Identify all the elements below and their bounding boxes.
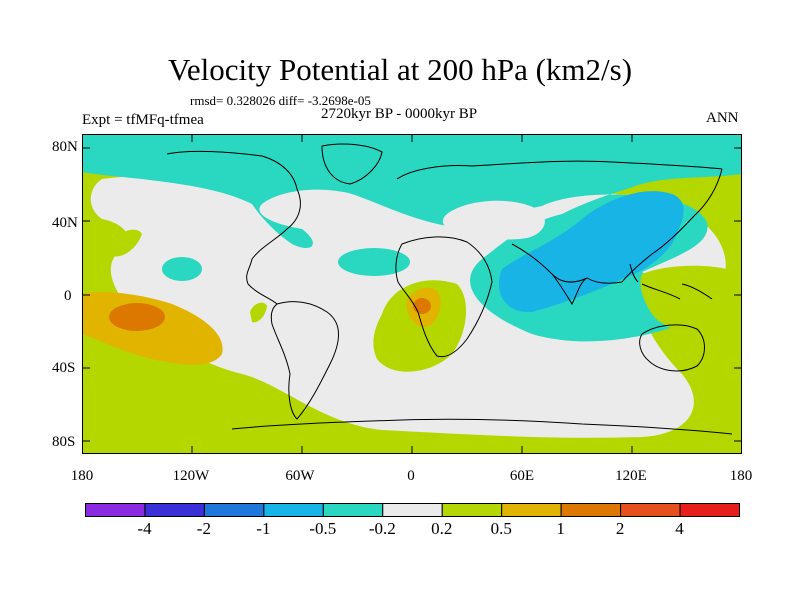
coastlines (166, 143, 733, 435)
map-title: Velocity Potential at 200 hPa (km2/s) (167, 52, 633, 87)
colorbar-box (263, 503, 324, 517)
map-frame (82, 134, 742, 454)
coast-south-america (270, 301, 340, 420)
field-lime-east-pacific (110, 229, 142, 257)
experiment-label: Expt = tfMFq-tfmea (82, 112, 204, 128)
field-teal-atlantic-blob (338, 248, 410, 276)
season-label: ANN (706, 110, 739, 126)
stats-line: rmsd= 0.328026 diff= -3.2698e-05 (190, 93, 371, 108)
coast-greenland (321, 143, 383, 185)
colorbar-box (85, 503, 146, 517)
colorbar-label: -0.2 (368, 519, 396, 538)
coast-antarctica (231, 418, 733, 435)
colorbar-box (679, 503, 740, 517)
lon-label-180e: 180 (729, 468, 753, 484)
colorbar (85, 503, 740, 517)
field-neutral-europe (442, 200, 545, 240)
colorbar-label: -0.5 (309, 519, 337, 538)
field-lime-caribbean (250, 302, 267, 323)
colorbar-box (382, 503, 443, 517)
colorbar-label: 0.2 (431, 519, 453, 538)
lat-label-80n: 80N (52, 139, 78, 155)
colorbar-label: -2 (196, 519, 211, 538)
field-dark-orange-africa (413, 298, 431, 314)
lon-label-180w: 180 (70, 468, 94, 484)
lat-label-80s: 80S (52, 434, 76, 450)
colorbar-box (322, 503, 384, 517)
colorbar-box (501, 503, 562, 517)
lat-label-40n: 40N (52, 215, 78, 231)
colorbar-label: 4 (675, 519, 684, 538)
colorbar-label: 2 (615, 519, 625, 538)
colorbar-label: 1 (556, 519, 565, 538)
lon-label-0: 0 (407, 468, 415, 484)
coast-north-america (166, 150, 301, 305)
colorbar-label: -4 (137, 519, 152, 538)
period-label: 2720kyr BP - 0000kyr BP (321, 106, 478, 122)
colorbar-box (144, 503, 205, 517)
colorbar-label: -1 (256, 519, 271, 538)
colorbar-box (203, 503, 265, 517)
contour-fields (82, 134, 742, 454)
coast-eurasia (396, 160, 723, 284)
field-cyan-asia (498, 191, 684, 313)
field-dark-orange-pacific (109, 303, 165, 331)
colorbar-label: 0.5 (490, 519, 512, 538)
axis-ticks (82, 134, 742, 454)
field-teal-pacific-blob (162, 257, 202, 281)
lon-label-120e: 120E (615, 468, 647, 484)
coast-africa (395, 236, 493, 358)
coast-india (551, 273, 588, 306)
lat-label-40s: 40S (52, 360, 76, 376)
lat-label-eq: 0 (64, 288, 72, 304)
coast-islands (629, 263, 713, 300)
map-panel (82, 134, 742, 454)
field-lime-west-pacific (640, 265, 742, 338)
colorbar-box (560, 503, 622, 517)
colorbar-box (441, 503, 503, 517)
lon-label-120w: 120W (172, 468, 210, 484)
lon-label-60e: 60E (509, 468, 535, 484)
lon-label-60w: 60W (285, 468, 315, 484)
coast-australia (639, 324, 705, 372)
colorbar-box (620, 503, 681, 517)
